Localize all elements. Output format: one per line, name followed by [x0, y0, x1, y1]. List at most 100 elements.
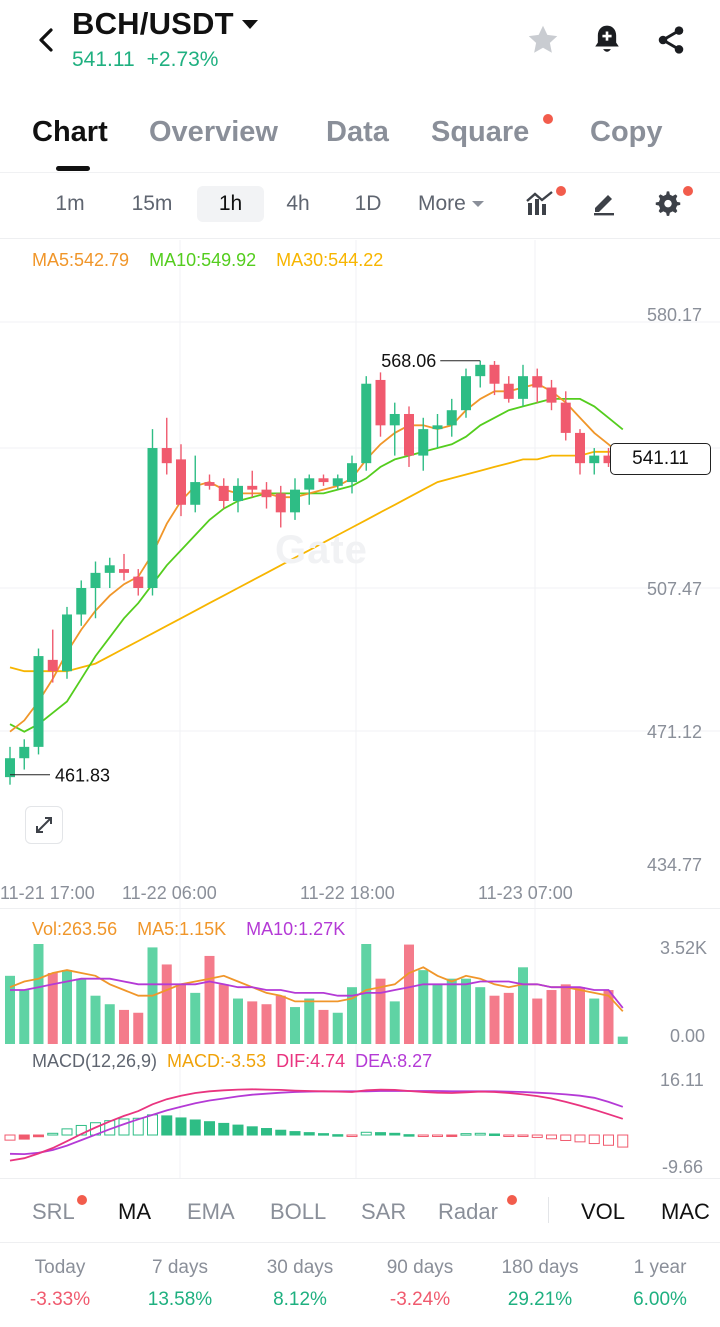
- candle-body: [375, 379, 386, 426]
- pair-selector[interactable]: BCH/USDT: [72, 6, 258, 42]
- performance-1y: 1 year 6.00%: [600, 1257, 720, 1311]
- macd-histogram-bar: [47, 1132, 59, 1136]
- indicator-sar[interactable]: SAR: [361, 1199, 407, 1224]
- candle-body: [233, 485, 243, 501]
- candle-body: [290, 489, 300, 513]
- macd-histogram-bar: [360, 1131, 372, 1136]
- candle-body: [546, 387, 557, 403]
- interval-15m[interactable]: 15m: [131, 192, 173, 215]
- volume-bar: [233, 998, 243, 1044]
- back-button[interactable]: [26, 20, 66, 60]
- price-change: +2.73%: [146, 48, 219, 71]
- time-axis-label: 11-21 17:00: [0, 883, 95, 903]
- candle-body: [261, 489, 272, 498]
- macd-value: MACD:-3.53: [167, 1051, 267, 1071]
- candle-body: [489, 364, 500, 384]
- tab-overview[interactable]: Overview: [149, 116, 278, 148]
- candle-body: [347, 463, 357, 483]
- high-price-marker: 568.06: [381, 351, 436, 371]
- candle-body: [33, 656, 44, 747]
- volume-bar: [218, 984, 229, 1044]
- last-price: 541.11: [72, 48, 135, 71]
- performance-value: 8.12%: [273, 1289, 327, 1310]
- candle-body: [190, 482, 201, 505]
- volume-bar: [432, 984, 443, 1044]
- fullscreen-button[interactable]: [25, 806, 63, 844]
- kline-chart[interactable]: 568.06 461.83: [0, 238, 720, 1178]
- performance-7d: 7 days 13.58%: [120, 1257, 240, 1311]
- indicator-button[interactable]: [522, 185, 558, 221]
- tab-copy[interactable]: Copy: [590, 116, 663, 148]
- interval-1m[interactable]: 1m: [55, 192, 85, 215]
- macd-histogram-bar: [417, 1134, 429, 1138]
- performance-value: 29.21%: [507, 1289, 573, 1310]
- volume-ma5-line: [9, 966, 624, 1012]
- volume-bar: [176, 984, 186, 1044]
- volume-bar: [247, 1001, 258, 1044]
- candle-body: [104, 565, 115, 573]
- ma10-line: [9, 398, 624, 733]
- candle-body: [247, 485, 258, 490]
- tab-data[interactable]: Data: [326, 116, 389, 148]
- volume-bar: [617, 1036, 628, 1044]
- volume-bar: [589, 998, 600, 1044]
- indicator-macd[interactable]: MAC: [661, 1199, 710, 1224]
- macd-histogram-bar: [161, 1115, 173, 1136]
- candle-body: [304, 478, 315, 490]
- share-icon: [658, 26, 684, 54]
- macd-histogram-bar: [617, 1134, 629, 1148]
- ma-legend: MA5:542.79 MA10:549.92 MA30:544.22: [32, 250, 383, 271]
- volume-bar: [204, 955, 215, 1044]
- performance-180d: 180 days 29.21%: [480, 1257, 600, 1311]
- drawing-tool-button[interactable]: [586, 185, 622, 221]
- star-icon: [528, 25, 558, 53]
- indicator-srl[interactable]: SRL: [32, 1199, 75, 1224]
- indicator-separator: [548, 1197, 549, 1223]
- interval-1h[interactable]: 1h: [197, 186, 264, 222]
- indicator-ma[interactable]: MA: [118, 1199, 151, 1224]
- candle-body: [62, 614, 72, 672]
- tab-chart[interactable]: Chart: [32, 116, 108, 148]
- volume-bar: [518, 967, 528, 1044]
- performance-label: Today: [34, 1257, 86, 1278]
- ma30-line: [9, 450, 623, 673]
- volume-bar: [347, 987, 357, 1044]
- indicator-radar[interactable]: Radar: [438, 1199, 498, 1224]
- interval-4h[interactable]: 4h: [286, 192, 310, 215]
- active-tab-indicator: [56, 166, 90, 171]
- candle-body: [432, 425, 443, 430]
- volume-bar: [361, 944, 372, 1044]
- volume-ma10-value: MA10:1.27K: [246, 919, 346, 939]
- macd-axis-label: -9.66: [662, 1157, 704, 1177]
- expand-icon: [36, 817, 52, 833]
- performance-bar: Today -3.33% 7 days 13.58% 30 days 8.12%…: [0, 1242, 720, 1327]
- share-button[interactable]: [651, 20, 691, 60]
- performance-today: Today -3.33%: [0, 1257, 120, 1311]
- volume-bar: [546, 990, 557, 1044]
- performance-30d: 30 days 8.12%: [240, 1257, 360, 1311]
- candle-body: [404, 413, 414, 456]
- price-axis-label: 434.77: [647, 855, 703, 875]
- candle-body: [518, 376, 528, 399]
- macd-histogram-bar: [189, 1119, 201, 1136]
- volume-bar: [418, 970, 429, 1044]
- time-axis-label: 11-22 18:00: [300, 883, 395, 903]
- price-alert-button[interactable]: [587, 20, 627, 60]
- performance-value: -3.33%: [29, 1289, 91, 1310]
- volume-bar: [575, 987, 585, 1044]
- candle-body: [332, 478, 343, 486]
- volume-bar: [104, 1004, 115, 1044]
- chart-settings-button[interactable]: [650, 185, 686, 221]
- indicator-boll[interactable]: BOLL: [270, 1199, 327, 1224]
- volume-bar: [503, 992, 514, 1044]
- macd-histogram-bar: [132, 1117, 144, 1136]
- macd-histogram-bar: [303, 1132, 315, 1136]
- dea-value: DEA:8.27: [355, 1051, 433, 1071]
- candle-body: [5, 758, 15, 778]
- tab-square[interactable]: Square: [431, 116, 530, 148]
- indicator-ema[interactable]: EMA: [187, 1199, 235, 1224]
- interval-1d[interactable]: 1D: [354, 192, 382, 215]
- favorite-button[interactable]: [523, 20, 563, 60]
- interval-more[interactable]: More: [418, 186, 508, 222]
- indicator-vol[interactable]: VOL: [581, 1199, 626, 1224]
